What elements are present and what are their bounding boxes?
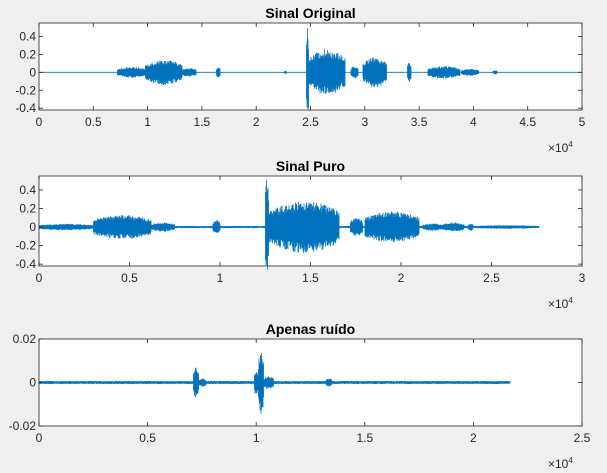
x-exponent-base: ×10 (548, 457, 569, 471)
x-tick-label: 1 (253, 431, 260, 445)
x-tick-label: 3.5 (411, 115, 428, 129)
y-tick-label: -0.4 (15, 101, 36, 115)
x-tick-label: 0.5 (139, 431, 156, 445)
x-tick-label: 0 (36, 115, 43, 129)
y-tick-label: 0 (29, 65, 36, 79)
axes-sinal-puro: 0 0.5 1 1.5 2 2.5 3-0.4-0.200.20.4 Sinal Puro … (15, 158, 585, 311)
x-tick-label: 4.5 (519, 115, 536, 129)
x-tick-label: 2 (398, 271, 405, 285)
x-tick-label: 0.5 (85, 115, 102, 129)
x-tick-label: 2 (253, 115, 260, 129)
x-tick-label: 2.5 (574, 431, 591, 445)
y-tick-label: 0 (29, 220, 36, 234)
x-tick-label: 1 (144, 115, 151, 129)
y-tick-label: -0.4 (15, 257, 36, 271)
x-tick-label: 0.5 (121, 271, 138, 285)
y-tick-label: -0.02 (9, 419, 37, 433)
x-tick-label: 1.5 (194, 115, 211, 129)
x-exponent-label: ×104 (548, 296, 573, 311)
y-tick-label: 0.2 (19, 47, 36, 61)
x-exponent-base: ×10 (548, 141, 569, 155)
ticks-group: 0 0.5 1 1.5 2 2.5 3 3.5 4 4.5 5 -0.4 -0.2 0 0.2 0.4 (15, 23, 586, 129)
x-tick-label: 2 (470, 431, 477, 445)
x-tick-label: 3 (361, 115, 368, 129)
chart-title: Sinal Puro (276, 158, 345, 174)
x-tick-label: 0 (36, 431, 43, 445)
x-exponent-label: ×104 (548, 456, 573, 471)
x-tick-label: 4 (470, 115, 477, 129)
y-tick-label: 0.4 (19, 29, 36, 43)
x-tick-label: 0 (36, 271, 43, 285)
x-tick-label: 1 (217, 271, 224, 285)
x-exponent-power: 4 (568, 296, 573, 305)
y-tick-label: -0.2 (15, 83, 36, 97)
x-tick-label: 2.5 (483, 271, 500, 285)
x-tick-label: 2.5 (302, 115, 319, 129)
y-tick-label: 0.4 (19, 183, 36, 197)
x-tick-label: 5 (579, 115, 586, 129)
x-exponent-base: ×10 (548, 297, 569, 311)
y-tick-label: 0.02 (13, 332, 37, 346)
y-tick-label: 0 (29, 376, 36, 390)
ticks-group: 0 0.5 1 1.5 2 2.5 3 -0.4 -0.2 0 0.2 0.4 (15, 176, 586, 285)
chart-title: Sinal Original (265, 5, 355, 21)
x-tick-label: 3 (579, 271, 586, 285)
axes-sinal-original: 0 0.5 1 1.5 2 2.5 3 3.5 4 4.5 5 -0.4 -0.2 0 0.2 0.4 Sin… (15, 5, 585, 155)
x-exponent-power: 4 (568, 140, 573, 149)
x-exponent-label: ×104 (548, 140, 573, 155)
x-tick-label: 1.5 (356, 431, 373, 445)
x-tick-label: 1.5 (302, 271, 319, 285)
y-tick-label: -0.2 (15, 239, 36, 253)
chart-title: Apenas ruído (266, 321, 355, 337)
y-tick-label: 0.2 (19, 201, 36, 215)
x-exponent-power: 4 (568, 456, 573, 465)
